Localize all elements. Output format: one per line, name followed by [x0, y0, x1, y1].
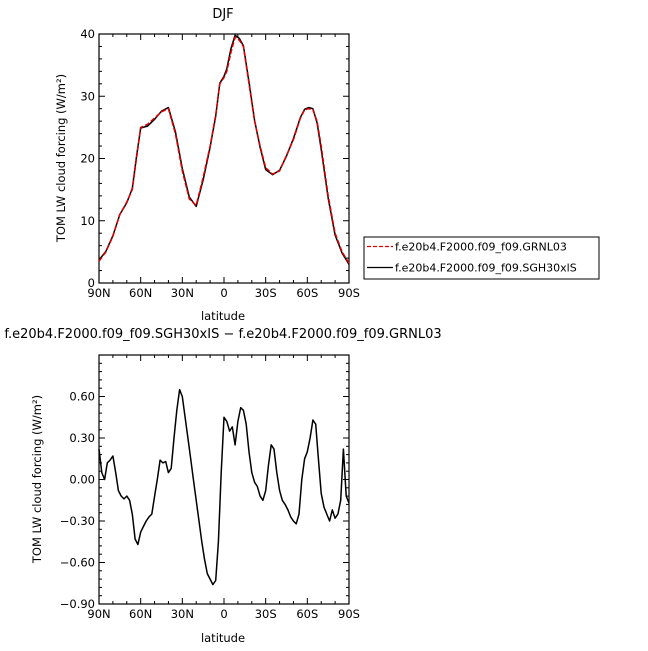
bottom-panel: f.e20b4.F2000.f09_f09.SGH30xIS − f.e20b4…: [4, 327, 441, 645]
x-tick-label-0-2: 30N: [171, 286, 194, 300]
series-line-1-0: [98, 388, 350, 586]
y-tick-label-1-3: 0.00: [69, 473, 95, 487]
legend: f.e20b4.F2000.f09_f09.GRNL03 f.e20b4.F20…: [363, 236, 600, 280]
bottom-chart-title: f.e20b4.F2000.f09_f09.SGH30xIS − f.e20b4…: [4, 327, 441, 342]
series-line-0-0: [98, 36, 350, 264]
y-tick-label-1-5: 0.60: [69, 390, 95, 404]
bottom-x-axis-label: latitude: [201, 631, 245, 645]
y-tick-label-0-3: 30: [80, 89, 95, 103]
x-tick-label-1-1: 60N: [129, 607, 152, 621]
series-line-0-1: [98, 34, 350, 265]
x-tick-label-1-0: 90N: [87, 607, 110, 621]
x-tick-label-0-3: 0: [220, 286, 227, 300]
legend-label-sgh30xis: f.e20b4.F2000.f09_f09.SGH30xlS: [395, 262, 577, 275]
x-tick-label-0-4: 30S: [255, 286, 277, 300]
y-tick-label-0-1: 10: [80, 214, 95, 228]
top-y-axis-label: TOM LW cloud forcing (W/m²): [54, 74, 68, 243]
y-tick-label-1-0: −0.90: [60, 597, 95, 611]
legend-label-grnl03: f.e20b4.F2000.f09_f09.GRNL03: [395, 241, 567, 254]
x-tick-label-0-0: 90N: [87, 286, 110, 300]
y-tick-label-1-1: −0.60: [60, 556, 95, 570]
bottom-plot-area: 90N 60N 30N 0 30S 60S 90S −0.90 −0.60 −0.30 0.00 0.…: [60, 354, 360, 621]
top-plot-area: 90N 60N 30N 0 30S 60S 90S 0 10 20 30 40: [80, 27, 360, 300]
y-tick-label-0-4: 40: [80, 27, 95, 41]
x-tick-label-1-3: 0: [220, 607, 227, 621]
top-chart-title: DJF: [212, 7, 233, 22]
legend-box: [363, 236, 600, 280]
x-tick-label-0-5: 60S: [296, 286, 318, 300]
x-tick-label-0-6: 90S: [338, 286, 360, 300]
x-tick-label-1-4: 30S: [255, 607, 277, 621]
x-tick-label-1-2: 30N: [171, 607, 194, 621]
y-tick-label-0-0: 0: [88, 276, 95, 290]
plot-frame-1: [98, 354, 350, 605]
top-x-axis-label: latitude: [201, 309, 245, 323]
x-tick-label-0-1: 60N: [129, 286, 152, 300]
y-tick-label-1-2: −0.30: [60, 514, 95, 528]
bottom-y-axis-label: TOM LW cloud forcing (W/m²): [30, 395, 44, 564]
y-tick-label-0-2: 20: [80, 152, 95, 166]
x-tick-label-1-5: 60S: [296, 607, 318, 621]
top-panel: DJF 90N 60N 30N 0 30S 60S 90S 0 10 20 30 40 latitud…: [54, 7, 600, 323]
x-tick-label-1-6: 90S: [338, 607, 360, 621]
y-tick-label-1-4: 0.30: [69, 431, 95, 445]
